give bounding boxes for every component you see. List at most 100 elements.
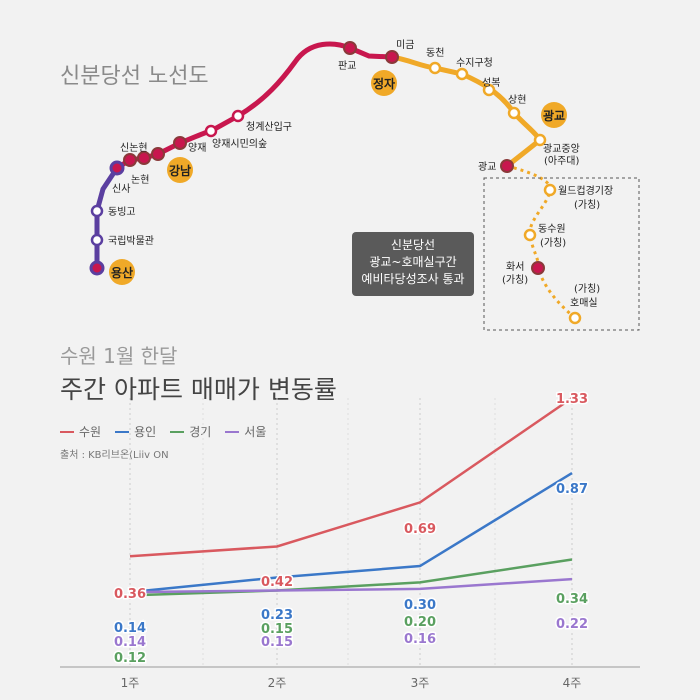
- x-tick-label: 1주: [121, 676, 140, 690]
- data-label: 0.15: [261, 635, 293, 650]
- data-label: 0.12: [114, 651, 146, 666]
- transfer-station: [343, 41, 357, 55]
- station-label: 판교: [338, 60, 356, 72]
- data-label: 1.33: [556, 392, 588, 407]
- svg-text:광교: 광교: [543, 108, 565, 123]
- data-label: 0.14: [114, 621, 146, 636]
- station-label: 수지구청: [456, 57, 493, 69]
- station-label: 동천: [426, 47, 444, 59]
- station-label: 월드컵경기장: [558, 184, 613, 197]
- station-label: 광교중앙: [543, 143, 580, 155]
- station-dot: [231, 109, 245, 123]
- transfer-station: [123, 153, 137, 167]
- station-label: 양재시민의숲: [212, 138, 267, 150]
- route-line-extension: [506, 164, 576, 320]
- series-line-용인: [129, 471, 573, 594]
- transfer-station: [500, 159, 514, 173]
- series-line-경기: [129, 558, 573, 597]
- station-label: 양재: [188, 142, 206, 154]
- station-label: (가칭): [574, 283, 600, 295]
- legend-item: 경기: [170, 423, 211, 440]
- station-dot: [507, 106, 521, 120]
- transfer-station: [531, 261, 545, 275]
- svg-text:용산: 용산: [111, 265, 133, 280]
- station-dot: [482, 83, 496, 97]
- station-label: 화서: [506, 261, 524, 273]
- station-dot: [523, 228, 537, 242]
- data-label: 0.16: [404, 632, 436, 647]
- station-label: 동수원: [538, 223, 566, 235]
- station-dot: [455, 67, 469, 81]
- x-tick-label: 4주: [563, 676, 582, 690]
- hub-badge-yongsan: 용산: [109, 259, 135, 285]
- hub-badge-jeongja: 정자: [371, 70, 397, 96]
- x-tick-label: 3주: [411, 676, 430, 690]
- note-box: 신분당선 광교~호매실구간 예비타당성조사 통과: [352, 232, 474, 296]
- extension-box: [483, 177, 640, 331]
- data-label: 0.34: [556, 592, 588, 607]
- legend-item: 수원: [60, 423, 101, 440]
- legend-swatch: [170, 430, 185, 433]
- transfer-station: [173, 136, 187, 150]
- station-label: (가칭): [574, 199, 600, 211]
- chart-title: 주간 아파트 매매가 변동률: [60, 375, 337, 404]
- x-tick-label: 2주: [268, 676, 287, 690]
- transfer-station: [137, 151, 151, 165]
- station-label: 논현: [131, 174, 149, 186]
- station-label: 상현: [508, 94, 526, 106]
- station-label: 미금: [396, 39, 414, 51]
- series-line-서울: [129, 577, 573, 594]
- data-label: 0.42: [261, 575, 293, 590]
- legend: 수원 용인 경기 서울: [60, 423, 266, 440]
- transfer-station: [89, 260, 105, 276]
- station-label: 호매실: [570, 297, 598, 309]
- transfer-station: [385, 50, 399, 64]
- station-dot: [543, 183, 557, 197]
- station-dot: [90, 233, 104, 247]
- map-title: 신분당선 노선도: [60, 64, 209, 89]
- station-label: (가칭): [540, 237, 566, 249]
- station-label: 성복: [482, 77, 500, 89]
- station-dot: [204, 124, 218, 138]
- note-line: 광교~호매실구간: [369, 255, 457, 269]
- data-label: 0.69: [404, 522, 436, 537]
- data-label: 0.36: [114, 587, 146, 602]
- station-label: 광교: [478, 161, 496, 173]
- data-label: 0.30: [404, 598, 436, 613]
- hub-badge-gwanggyo: 광교: [541, 102, 567, 128]
- svg-text:정자: 정자: [373, 76, 395, 91]
- station-dot: [568, 311, 582, 325]
- data-label: 0.23: [261, 608, 293, 623]
- station-label: 신논현: [120, 142, 148, 154]
- transfer-station: [151, 147, 165, 161]
- data-label: 0.15: [261, 622, 293, 637]
- station-dot: [428, 61, 442, 75]
- transfer-station: [109, 160, 125, 176]
- station-label: (가칭): [502, 274, 528, 286]
- legend-label: 경기: [189, 425, 212, 439]
- legend-swatch: [115, 430, 130, 433]
- data-label: 0.22: [556, 617, 588, 632]
- station-label: 신사: [112, 183, 130, 195]
- station-label: 국립박물관: [108, 234, 154, 247]
- note-line: 예비타당성조사 통과: [361, 272, 465, 286]
- station-label: 동빙고: [108, 206, 136, 218]
- legend-item: 서울: [225, 423, 266, 440]
- station-dot: [533, 133, 547, 147]
- data-label: 0.14: [114, 635, 146, 650]
- hub-badge-gangnam: 강남: [167, 157, 193, 183]
- route-line-main: [114, 41, 395, 171]
- legend-swatch: [225, 430, 240, 433]
- station-label: 청계산입구: [246, 120, 292, 133]
- station-label: (아주대): [544, 155, 580, 167]
- data-label: 0.87: [556, 482, 588, 497]
- legend-item: 용인: [115, 423, 156, 440]
- data-label: 0.20: [404, 615, 436, 630]
- source-note: 출처 : KB리브온(Liiv ON: [60, 450, 169, 461]
- note-line: 신분당선: [390, 238, 436, 252]
- chart-subtitle: 수원 1월 한달: [60, 344, 178, 368]
- legend-label: 서울: [244, 425, 267, 439]
